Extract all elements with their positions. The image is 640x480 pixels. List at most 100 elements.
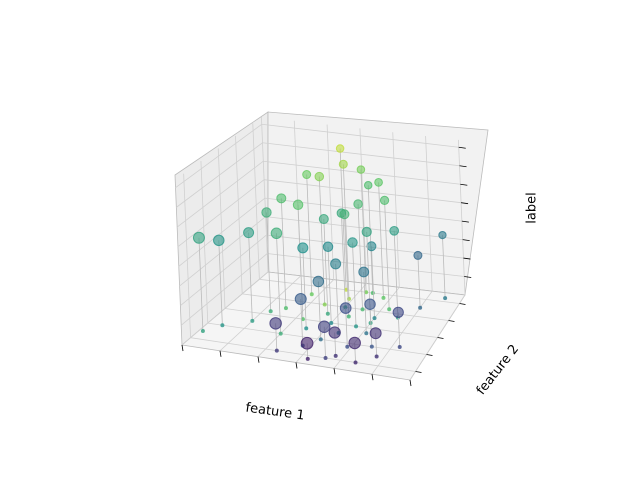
floor-point	[346, 314, 351, 319]
point	[366, 241, 377, 252]
point	[317, 320, 331, 333]
floor-point	[329, 321, 334, 325]
floor-point	[333, 353, 338, 358]
stem	[198, 237, 204, 331]
stem	[318, 176, 326, 305]
tick-mark	[463, 257, 471, 260]
point	[374, 177, 383, 187]
point	[292, 199, 304, 211]
point	[302, 170, 312, 180]
floor-point	[309, 292, 314, 297]
point	[348, 336, 361, 350]
point	[347, 237, 358, 248]
point	[322, 241, 334, 253]
point	[192, 231, 205, 244]
stem	[335, 263, 339, 333]
x-axis-label: feature 1	[245, 400, 306, 423]
tick-mark	[295, 362, 298, 369]
stem	[340, 213, 346, 308]
stem	[369, 304, 373, 347]
floor-point	[325, 311, 330, 316]
floor-point	[381, 295, 386, 300]
point	[270, 227, 283, 240]
point	[353, 199, 363, 209]
point	[269, 317, 282, 330]
tick-mark	[437, 337, 444, 339]
grid-line	[262, 142, 460, 167]
grid-line	[176, 160, 264, 228]
stem	[248, 232, 253, 321]
stem	[345, 308, 348, 347]
floor-point	[354, 324, 359, 329]
point	[328, 326, 341, 339]
floor-point	[443, 296, 448, 301]
tick-mark	[426, 354, 433, 356]
floor-point	[369, 344, 374, 349]
floor-point	[418, 305, 423, 310]
stem	[342, 164, 350, 299]
point	[358, 266, 370, 278]
tick-mark	[448, 320, 455, 322]
point	[339, 209, 350, 220]
point	[369, 327, 382, 340]
point	[294, 293, 307, 306]
stem	[378, 182, 384, 298]
tick-mark	[464, 276, 472, 278]
point	[338, 159, 348, 169]
tick-mark	[219, 350, 222, 357]
point	[314, 171, 325, 182]
point	[389, 225, 400, 236]
tick-mark	[461, 220, 469, 223]
tick-mark	[371, 374, 374, 381]
floor-point	[353, 360, 358, 365]
tick-mark	[409, 379, 412, 387]
stem	[393, 230, 399, 318]
point	[276, 193, 287, 204]
stem	[300, 299, 304, 346]
stem	[276, 233, 282, 334]
floor-point	[364, 331, 369, 336]
grid-line	[175, 142, 263, 208]
floor-point	[274, 348, 279, 353]
grid-line	[190, 337, 416, 372]
point	[413, 250, 423, 260]
stem	[417, 255, 421, 308]
tick-mark	[460, 183, 468, 186]
point	[300, 336, 314, 350]
point	[438, 230, 447, 240]
point	[392, 306, 404, 318]
floor-point	[283, 306, 288, 311]
stem	[384, 200, 390, 310]
grid-line	[207, 322, 427, 355]
floor-point	[360, 307, 365, 312]
floor-point	[364, 290, 369, 295]
point	[363, 180, 373, 190]
tick-mark	[333, 368, 336, 375]
floor-point	[250, 318, 255, 323]
point	[364, 298, 376, 310]
y-axis-label: feature 2	[474, 342, 522, 398]
tick-mark	[459, 165, 467, 168]
point	[361, 226, 372, 237]
grid-line	[177, 179, 265, 248]
stem	[280, 198, 287, 309]
stem	[344, 214, 350, 317]
floor-point	[305, 356, 310, 361]
floor-point	[322, 302, 327, 307]
floor-point	[278, 331, 283, 336]
floor-point	[372, 316, 377, 321]
tick-mark	[458, 146, 466, 149]
grid-line	[261, 123, 459, 148]
grid-line	[178, 197, 266, 267]
stem	[327, 246, 332, 324]
tick-mark	[257, 356, 260, 363]
point	[379, 195, 390, 206]
point	[330, 258, 342, 270]
point	[213, 234, 225, 247]
stem	[442, 235, 446, 299]
floor-point	[200, 328, 205, 333]
point	[339, 302, 352, 314]
point	[261, 207, 272, 218]
stem	[357, 204, 363, 310]
